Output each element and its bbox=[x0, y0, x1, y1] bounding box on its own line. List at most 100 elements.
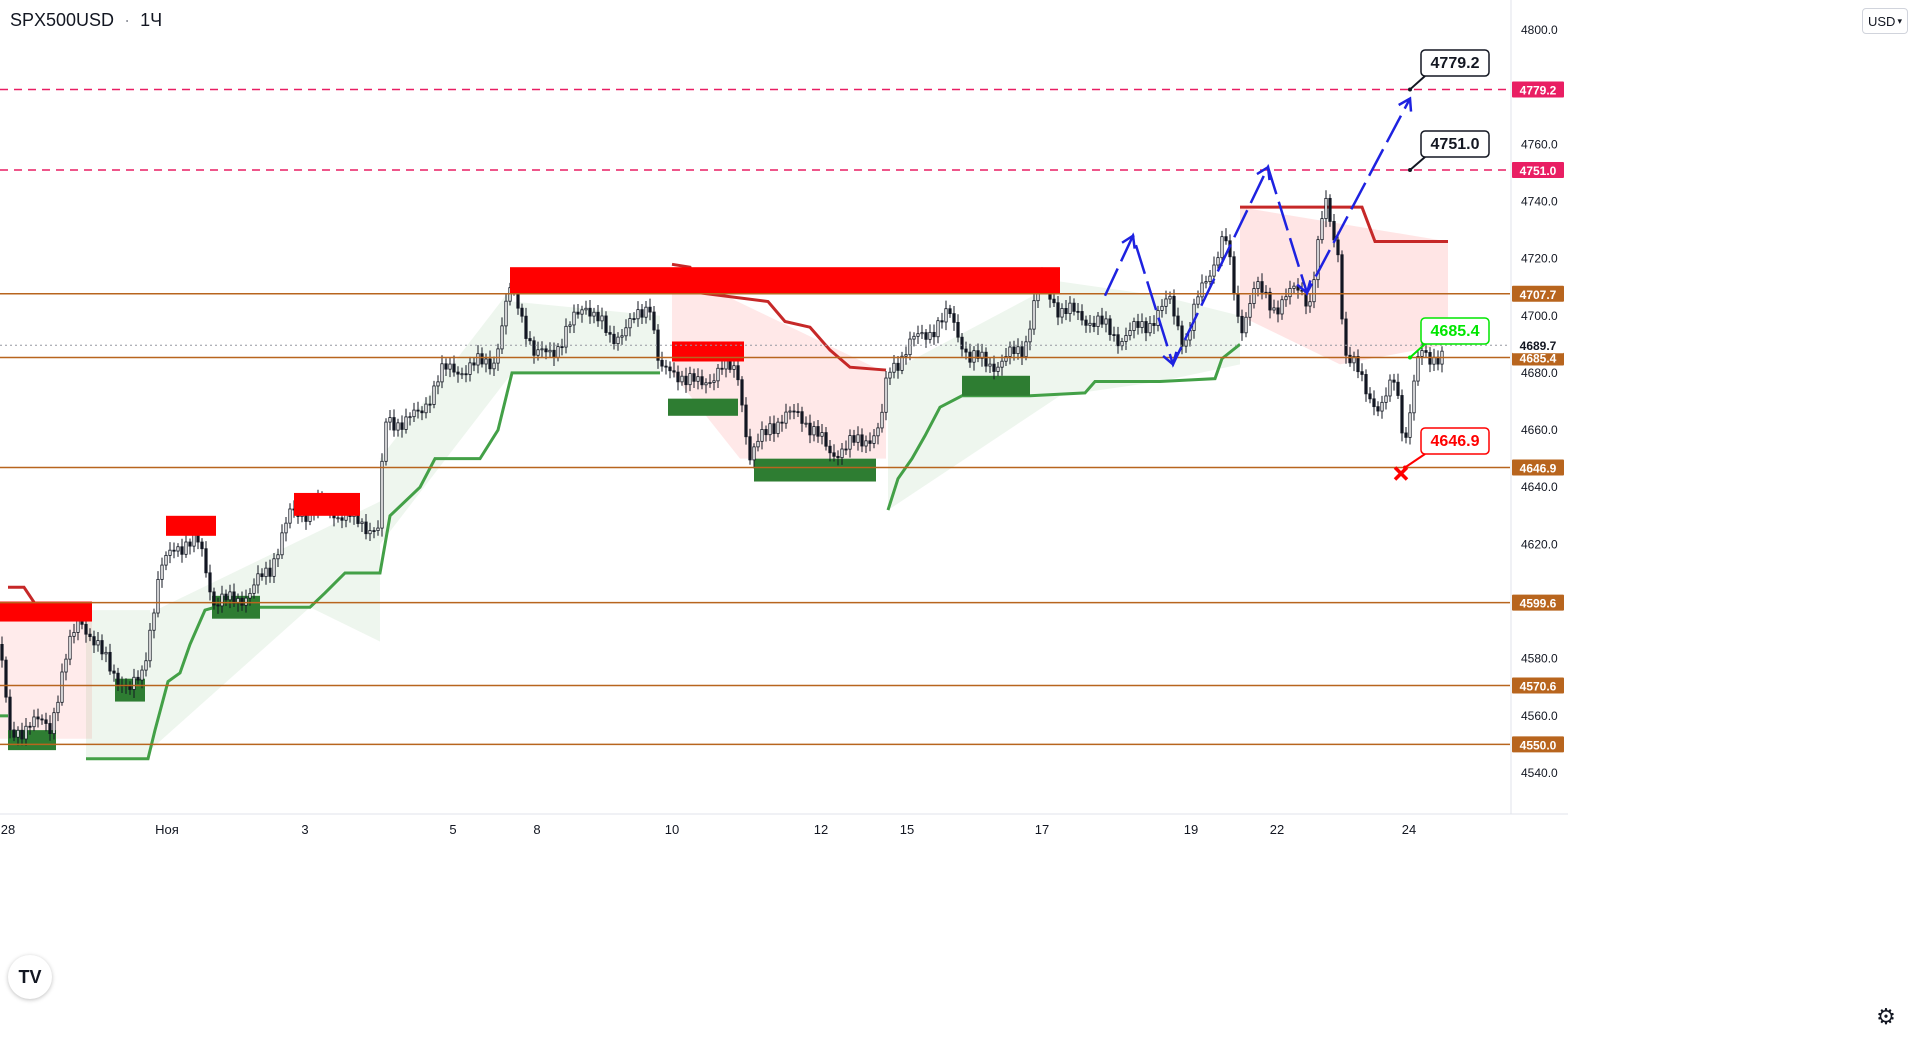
candle-body bbox=[248, 592, 252, 599]
symbol-header[interactable]: SPX500USD · 1Ч bbox=[10, 10, 162, 31]
forecast-arrowhead bbox=[1296, 280, 1312, 296]
candle-body bbox=[496, 348, 500, 364]
candle-body bbox=[1376, 406, 1380, 412]
candle-body bbox=[128, 685, 132, 690]
candle-body bbox=[1372, 398, 1376, 408]
candle-body bbox=[32, 716, 36, 728]
candle-body bbox=[60, 671, 64, 703]
candle-body bbox=[1096, 315, 1100, 327]
target-price-tag: 4779.2 bbox=[1520, 83, 1557, 97]
candle-body bbox=[1312, 279, 1316, 303]
candle-body bbox=[440, 363, 444, 383]
target-2-callout-pointer bbox=[1409, 75, 1426, 91]
candle-body bbox=[668, 366, 672, 372]
candle-body bbox=[1348, 354, 1352, 364]
candle-body bbox=[916, 333, 920, 337]
candle-body bbox=[500, 325, 504, 350]
candle-body bbox=[284, 522, 288, 534]
candle-body bbox=[428, 403, 432, 406]
candle-body bbox=[936, 320, 940, 338]
candle-body bbox=[1260, 281, 1264, 293]
candle-body bbox=[1168, 295, 1172, 300]
candle-body bbox=[736, 365, 740, 381]
candle-body bbox=[1416, 356, 1420, 382]
candle-body bbox=[408, 416, 412, 419]
candle-body bbox=[796, 411, 800, 413]
candle-body bbox=[804, 422, 808, 425]
candle-body bbox=[708, 382, 712, 384]
candle-body bbox=[1404, 432, 1408, 438]
candle-body bbox=[800, 411, 804, 424]
candle-body bbox=[384, 421, 388, 462]
candle-body bbox=[1364, 374, 1368, 395]
candle-body bbox=[900, 355, 904, 371]
candle-body bbox=[1236, 293, 1240, 317]
candle-body bbox=[200, 541, 204, 550]
candle-body bbox=[996, 366, 1000, 372]
candle-body bbox=[636, 309, 640, 320]
candle-body bbox=[1000, 360, 1004, 368]
candle-body bbox=[828, 445, 832, 454]
level-price-tag: 4550.0 bbox=[1520, 738, 1557, 752]
candle-body bbox=[924, 332, 928, 340]
y-tick-label: 4700.0 bbox=[1521, 309, 1558, 323]
candle-body bbox=[660, 359, 664, 367]
stop-callout-pointer bbox=[1404, 453, 1426, 469]
tradingview-logo-icon[interactable]: TV bbox=[8, 955, 52, 999]
candle-body bbox=[260, 573, 264, 578]
candle-body bbox=[1068, 302, 1072, 315]
candle-body bbox=[160, 564, 164, 580]
candle-body bbox=[396, 422, 400, 431]
candle-body bbox=[876, 427, 880, 437]
candle-body bbox=[244, 597, 248, 606]
candle-body bbox=[960, 336, 964, 350]
candle-body bbox=[1392, 379, 1396, 383]
interval-label[interactable]: 1Ч bbox=[140, 10, 163, 30]
candle-body bbox=[520, 307, 524, 317]
candle-body bbox=[388, 417, 392, 423]
level-price-tag-bg bbox=[1512, 677, 1564, 694]
candle-body bbox=[1276, 307, 1280, 315]
candle-body bbox=[1272, 307, 1276, 311]
candle-body bbox=[412, 409, 416, 418]
candle-body bbox=[1116, 334, 1120, 347]
candle-body bbox=[88, 633, 92, 638]
candle-body bbox=[1164, 298, 1168, 307]
candle-body bbox=[1220, 236, 1224, 259]
candle-body bbox=[956, 321, 960, 338]
level-price-tag: 4707.7 bbox=[1520, 288, 1557, 302]
candle-body bbox=[1208, 275, 1212, 282]
candle-body bbox=[204, 548, 208, 574]
trail-up-line bbox=[86, 371, 660, 761]
level-price-tag-bg bbox=[1512, 285, 1564, 302]
candle-body bbox=[1280, 299, 1284, 315]
candle-body bbox=[528, 338, 532, 342]
candle-body bbox=[24, 725, 28, 740]
candle-body bbox=[976, 350, 980, 359]
candle-body bbox=[932, 331, 936, 338]
candle-body bbox=[784, 411, 788, 424]
candle-body bbox=[1204, 281, 1208, 284]
currency-button[interactable]: USD ▾ bbox=[1862, 8, 1908, 34]
candle-body bbox=[436, 381, 440, 387]
candle-body bbox=[148, 629, 152, 662]
candle-body bbox=[536, 349, 540, 356]
candle-body bbox=[768, 423, 772, 436]
symbol-name[interactable]: SPX500USD bbox=[10, 10, 115, 30]
candle-body bbox=[1308, 301, 1312, 307]
candle-body bbox=[1244, 316, 1248, 334]
x-tick-label: Ноя bbox=[155, 822, 179, 837]
gear-icon[interactable]: ⚙ bbox=[1873, 1004, 1899, 1030]
candle-body bbox=[1148, 323, 1152, 334]
candle-body bbox=[1032, 300, 1036, 330]
candle-body bbox=[692, 373, 696, 382]
candle-body bbox=[1100, 315, 1104, 325]
candle-body bbox=[1104, 318, 1108, 325]
candle-body bbox=[380, 460, 384, 529]
candle-body bbox=[964, 348, 968, 353]
candle-body bbox=[772, 423, 776, 434]
candle-body bbox=[224, 593, 228, 601]
candle-body bbox=[788, 410, 792, 413]
